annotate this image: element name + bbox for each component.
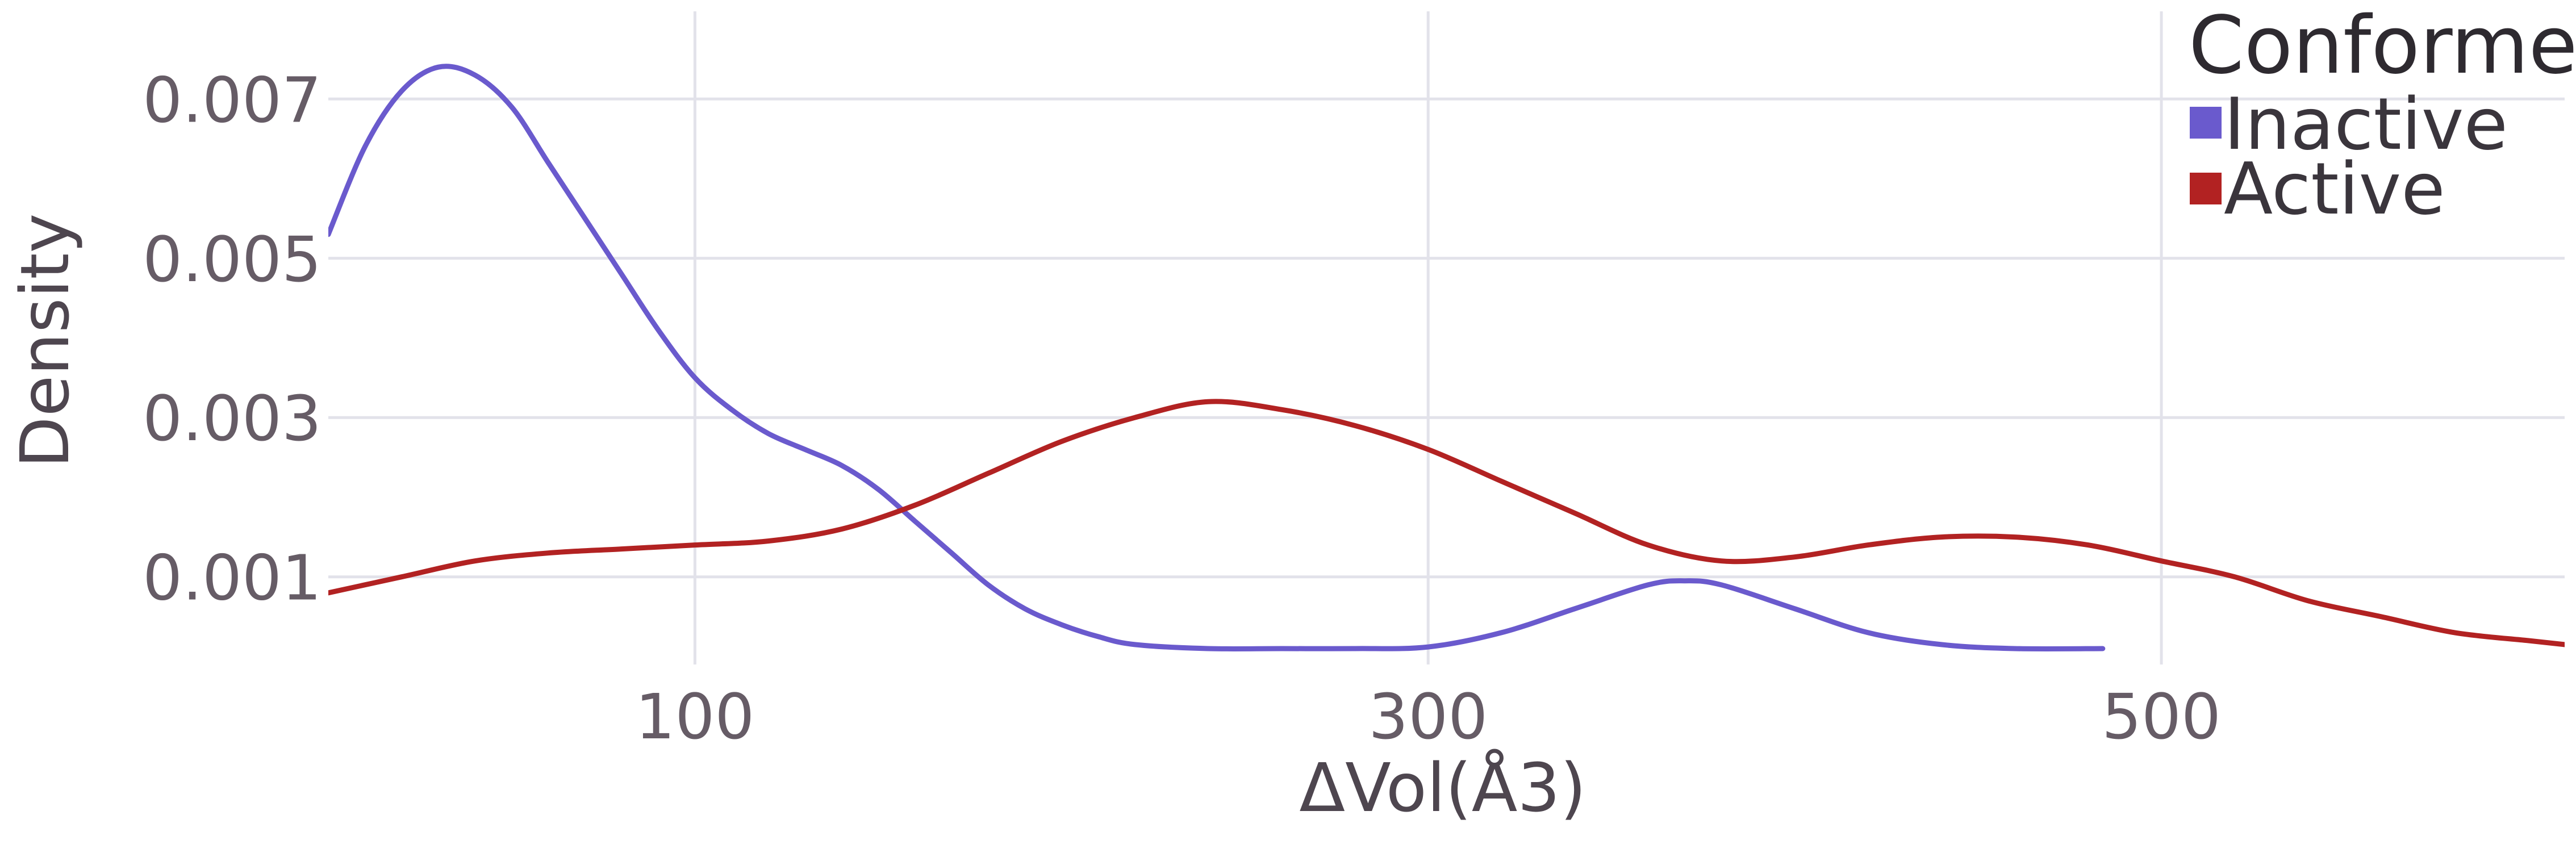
legend-swatch-active <box>2190 173 2222 204</box>
series-line-active <box>328 399 2565 647</box>
x-tick-label: 300 <box>1368 680 1488 753</box>
x-tick-label: 500 <box>2102 680 2221 753</box>
series-line-inactive <box>328 64 2106 651</box>
grid-layer <box>328 11 2565 664</box>
y-tick-label: 0.001 <box>143 542 322 615</box>
y-axis-title: Density <box>6 214 84 469</box>
y-tick-label: 0.005 <box>143 223 322 296</box>
legend: Conformer Inactive Active <box>2189 0 2576 231</box>
y-tick-label: 0.007 <box>143 64 322 136</box>
tick-layer: 100 300 500 0.001 0.003 0.005 0.007 <box>143 64 2221 753</box>
x-tick-label: 100 <box>635 680 754 753</box>
y-tick-label: 0.003 <box>143 382 322 455</box>
series-layer <box>328 64 2565 651</box>
legend-label-inactive: Inactive <box>2224 82 2508 166</box>
legend-swatch-inactive <box>2190 107 2222 139</box>
legend-label-active: Active <box>2224 147 2445 231</box>
legend-title: Conformer <box>2189 0 2576 92</box>
x-axis-title: ΔVol(Å3) <box>1299 749 1586 827</box>
